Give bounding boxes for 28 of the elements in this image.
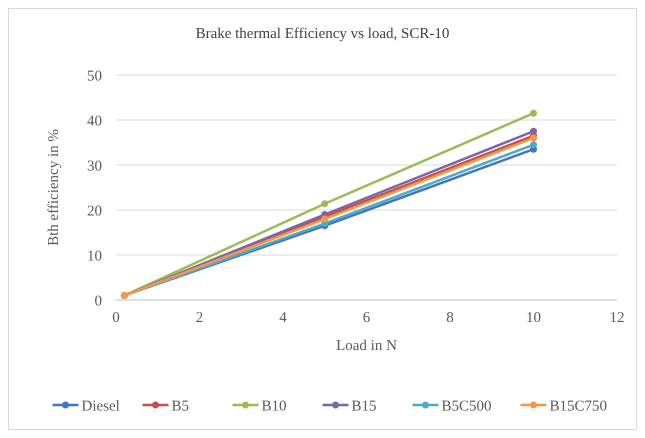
y-tick-label: 30 — [87, 158, 102, 174]
point — [530, 134, 537, 142]
legend-label: B15 — [352, 398, 377, 414]
legend-label: B10 — [262, 398, 287, 414]
y-tick-label: 0 — [94, 293, 102, 310]
y-tick-label: 40 — [87, 113, 102, 130]
y-tick-label: 20 — [87, 203, 102, 220]
x-axis-title: Load in N — [336, 338, 398, 354]
x-tick-label: 6 — [362, 310, 371, 326]
y-tick-label: 50 — [87, 68, 102, 84]
point — [530, 110, 537, 117]
x-tick-label: 4 — [279, 310, 288, 326]
y-axis-title: Bth efficiency in % — [46, 129, 62, 246]
x-tick-label: 12 — [610, 310, 624, 326]
x-tick-label: 0 — [112, 310, 120, 326]
chart-title: Brake thermal Efficiency vs load, SCR-10 — [196, 26, 450, 42]
x-tick-label: 2 — [196, 310, 204, 326]
legend-label: B15C750 — [550, 398, 608, 414]
point — [321, 216, 328, 222]
legend-label: Diesel — [82, 398, 120, 414]
x-tick-label: 8 — [446, 310, 454, 326]
point — [530, 128, 537, 135]
point — [321, 200, 328, 208]
legend-label: B5C500 — [442, 398, 492, 414]
x-tick-label: 10 — [526, 310, 541, 326]
y-tick-label: 10 — [87, 248, 102, 264]
legend-label: B5 — [172, 398, 190, 414]
point — [530, 141, 537, 148]
